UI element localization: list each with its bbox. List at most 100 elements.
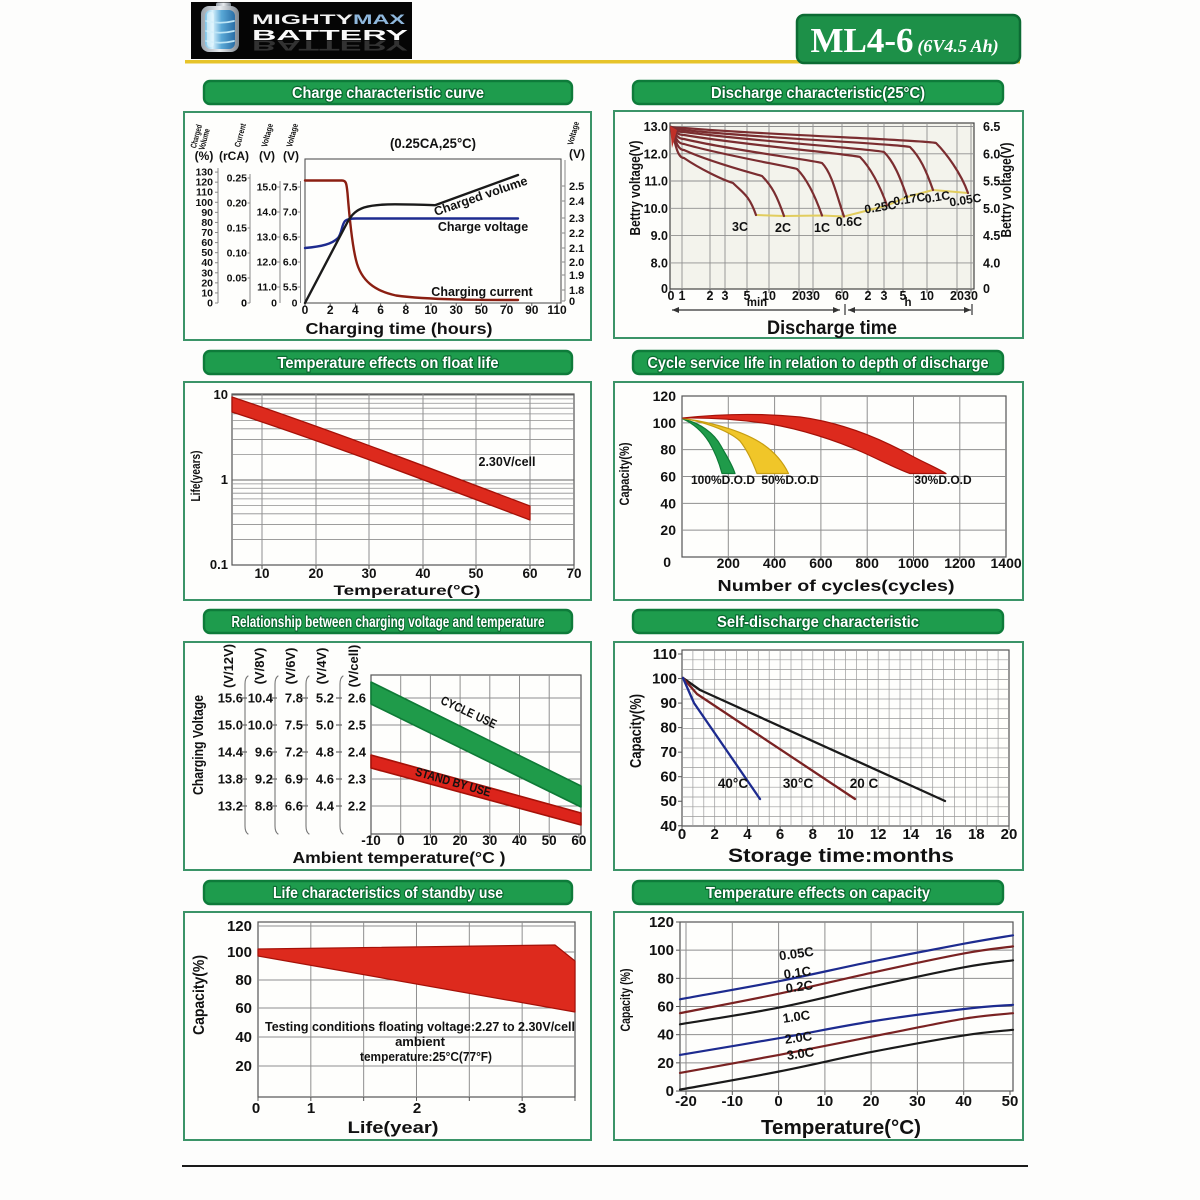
svg-text:2: 2 <box>327 303 334 317</box>
svg-text:90: 90 <box>525 303 539 317</box>
svg-text:60: 60 <box>835 289 849 303</box>
svg-text:14.4: 14.4 <box>218 745 244 760</box>
svg-text:5.5: 5.5 <box>283 282 298 294</box>
svg-text:Discharge time: Discharge time <box>767 318 897 339</box>
svg-text:Temperature(°C): Temperature(°C) <box>334 582 481 598</box>
svg-text:1200: 1200 <box>944 555 975 571</box>
svg-text:Life(years): Life(years) <box>189 451 203 502</box>
svg-text:10: 10 <box>837 826 854 843</box>
svg-text:0.17C: 0.17C <box>892 190 926 209</box>
svg-text:BATTERY: BATTERY <box>252 28 409 44</box>
svg-text:0: 0 <box>774 1093 782 1110</box>
svg-text:3: 3 <box>722 289 729 303</box>
svg-text:h: h <box>904 297 911 309</box>
svg-text:1.8: 1.8 <box>569 285 584 297</box>
svg-text:3: 3 <box>518 1100 526 1117</box>
svg-text:400: 400 <box>763 555 787 571</box>
svg-text:-20: -20 <box>675 1093 697 1110</box>
svg-text:40: 40 <box>415 566 430 581</box>
svg-text:4.0: 4.0 <box>983 256 1000 270</box>
svg-text:10.0: 10.0 <box>644 202 668 216</box>
svg-text:Self-discharge characteristic: Self-discharge characteristic <box>717 614 919 631</box>
svg-text:(%): (%) <box>195 149 214 163</box>
svg-text:0.20: 0.20 <box>227 198 248 210</box>
svg-text:1400: 1400 <box>991 555 1022 571</box>
svg-text:Capacity (%): Capacity (%) <box>618 969 633 1032</box>
svg-text:2.0: 2.0 <box>569 257 584 269</box>
svg-text:80: 80 <box>201 217 213 229</box>
svg-text:Life(year): Life(year) <box>348 1118 439 1137</box>
svg-text:10: 10 <box>254 566 269 581</box>
svg-text:-10: -10 <box>721 1093 743 1110</box>
svg-text:10: 10 <box>423 833 438 848</box>
svg-text:Cycle service life in relation: Cycle service life in relation to depth … <box>648 355 989 372</box>
svg-text:30: 30 <box>806 289 820 303</box>
svg-text:Capacity(%): Capacity(%) <box>617 443 632 506</box>
svg-text:0: 0 <box>569 296 575 308</box>
svg-text:0.25: 0.25 <box>227 173 248 185</box>
svg-text:2: 2 <box>711 826 719 843</box>
svg-text:14.0: 14.0 <box>257 207 278 219</box>
svg-text:60: 60 <box>571 833 586 848</box>
svg-text:50: 50 <box>1002 1093 1019 1110</box>
svg-text:40: 40 <box>235 1029 252 1046</box>
svg-text:70: 70 <box>201 227 213 239</box>
svg-text:8: 8 <box>402 303 409 317</box>
svg-text:6.5: 6.5 <box>983 120 1000 134</box>
svg-text:BATTERY: BATTERY <box>252 37 409 53</box>
svg-text:120: 120 <box>649 914 674 931</box>
svg-text:1: 1 <box>307 1100 315 1117</box>
svg-text:15.0: 15.0 <box>218 718 243 733</box>
svg-text:Discharge characteristic(25°C): Discharge characteristic(25°C) <box>711 85 925 102</box>
svg-text:7.0: 7.0 <box>283 207 298 219</box>
svg-text:MIGHTY: MIGHTY <box>252 12 353 27</box>
svg-text:1.0C: 1.0C <box>782 1007 812 1026</box>
svg-text:0: 0 <box>663 554 671 570</box>
svg-text:40: 40 <box>660 495 676 511</box>
svg-text:20: 20 <box>657 1055 674 1072</box>
svg-text:(6V4.5 Ah): (6V4.5 Ah) <box>917 36 998 57</box>
svg-text:(V/4V): (V/4V) <box>314 648 329 685</box>
svg-text:100: 100 <box>195 197 213 209</box>
svg-text:0.25C: 0.25C <box>863 198 897 217</box>
svg-text:5.5: 5.5 <box>983 175 1000 189</box>
svg-text:(V): (V) <box>283 149 299 163</box>
svg-text:5: 5 <box>900 289 907 303</box>
svg-text:2.0C: 2.0C <box>784 1028 814 1047</box>
svg-text:2.30V/cell: 2.30V/cell <box>479 455 536 469</box>
svg-text:30: 30 <box>482 833 497 848</box>
svg-text:12.0: 12.0 <box>644 147 668 161</box>
svg-text:20: 20 <box>1001 826 1018 843</box>
svg-text:Capacity(%): Capacity(%) <box>628 694 645 768</box>
svg-text:90: 90 <box>201 207 213 219</box>
svg-text:11.0: 11.0 <box>257 282 277 294</box>
svg-text:16: 16 <box>935 826 952 843</box>
svg-text:1C: 1C <box>814 221 830 235</box>
svg-text:(rCA): (rCA) <box>219 149 249 163</box>
svg-text:Testing conditions floating vo: Testing conditions floating voltage:2.27… <box>265 1019 575 1034</box>
svg-text:2: 2 <box>413 1100 421 1117</box>
svg-text:(V): (V) <box>259 149 275 163</box>
svg-text:800: 800 <box>856 555 880 571</box>
svg-text:6.5: 6.5 <box>283 232 298 244</box>
svg-text:30: 30 <box>909 1093 926 1110</box>
svg-text:-10: -10 <box>361 833 381 848</box>
svg-text:0: 0 <box>397 833 405 848</box>
svg-text:4.4: 4.4 <box>316 799 335 814</box>
svg-text:120: 120 <box>227 918 252 935</box>
svg-text:30: 30 <box>201 267 213 279</box>
svg-text:8: 8 <box>809 826 817 843</box>
svg-text:Capacity(%): Capacity(%) <box>191 955 208 1035</box>
svg-text:Temperature effects on capacit: Temperature effects on capacity <box>706 885 930 902</box>
svg-text:11.0: 11.0 <box>644 175 668 189</box>
svg-text:Storage time:months: Storage time:months <box>728 846 954 867</box>
svg-text:13.0: 13.0 <box>644 120 668 134</box>
svg-text:Bettry voltage(V): Bettry voltage(V) <box>627 141 644 236</box>
svg-text:80: 80 <box>657 970 674 987</box>
svg-text:ambient: ambient <box>395 1034 446 1049</box>
svg-text:3C: 3C <box>732 220 748 234</box>
svg-text:40°C: 40°C <box>718 776 748 791</box>
svg-text:0: 0 <box>207 298 213 310</box>
svg-text:100: 100 <box>652 671 677 688</box>
svg-text:60: 60 <box>522 566 537 581</box>
